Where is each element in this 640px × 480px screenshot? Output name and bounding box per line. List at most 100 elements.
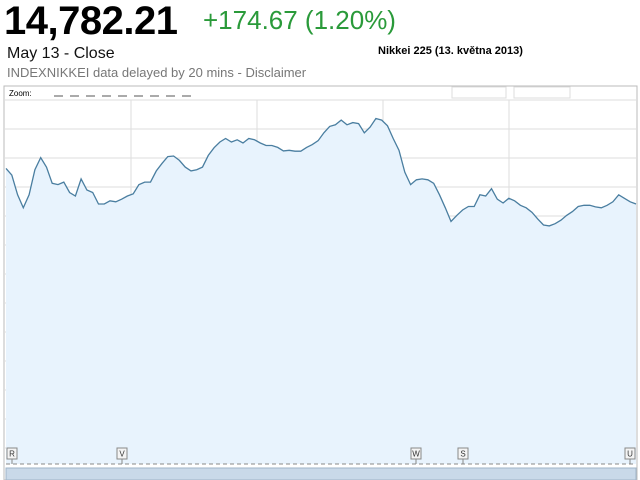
- data-point: [80, 177, 83, 180]
- data-point: [374, 117, 377, 120]
- data-point: [247, 137, 250, 140]
- chart-title: Nikkei 225 (13. května 2013): [378, 45, 523, 57]
- data-point: [559, 219, 562, 222]
- marker-label: V: [119, 450, 125, 459]
- range-scrollbar[interactable]: [5, 467, 637, 480]
- data-point: [496, 198, 499, 201]
- data-point: [305, 146, 308, 149]
- data-point: [184, 166, 187, 169]
- data-point: [51, 182, 54, 185]
- data-point: [22, 206, 25, 209]
- marker-label: S: [460, 450, 465, 459]
- data-point: [357, 122, 360, 125]
- data-point: [270, 144, 273, 147]
- data-point: [126, 195, 129, 198]
- data-point: [132, 192, 135, 195]
- close-label: May 13 - Close: [7, 45, 115, 62]
- data-point: [502, 202, 505, 205]
- data-point: [137, 183, 140, 186]
- data-point: [265, 144, 268, 147]
- data-point: [536, 217, 539, 220]
- data-point: [288, 149, 291, 152]
- data-point: [74, 195, 77, 198]
- data-point: [103, 203, 106, 206]
- data-point: [340, 119, 343, 122]
- price-area: [6, 118, 636, 464]
- data-point: [166, 155, 169, 158]
- data-point: [629, 200, 632, 203]
- data-point: [380, 119, 383, 122]
- data-point: [85, 189, 88, 192]
- data-point: [213, 146, 216, 149]
- data-point: [346, 123, 349, 126]
- zoom-label: Zoom:: [9, 89, 32, 98]
- data-point: [195, 168, 198, 171]
- data-point: [623, 197, 626, 200]
- price-change: +174.67 (1.20%): [203, 5, 396, 35]
- timeline-marker[interactable]: W: [410, 447, 422, 464]
- data-point: [398, 149, 401, 152]
- data-point: [455, 214, 458, 217]
- data-point: [525, 206, 528, 209]
- data-point: [386, 124, 389, 127]
- data-point: [369, 126, 372, 129]
- price-value: 14,782.21: [4, 0, 178, 43]
- data-point: [392, 137, 395, 140]
- data-point: [172, 155, 175, 158]
- data-point: [478, 193, 481, 196]
- data-point: [91, 191, 94, 194]
- data-point: [62, 181, 65, 184]
- data-point: [403, 171, 406, 174]
- data-point: [33, 168, 36, 171]
- data-point: [473, 205, 476, 208]
- data-point: [363, 131, 366, 134]
- data-point: [415, 178, 418, 181]
- data-point: [588, 204, 591, 207]
- data-point: [513, 199, 516, 202]
- price-chart[interactable]: Zoom: R V W S U: [0, 84, 640, 480]
- data-point: [554, 222, 557, 225]
- data-point: [276, 146, 279, 149]
- data-source-note[interactable]: INDEXNIKKEI data delayed by 20 mins - Di…: [7, 65, 307, 80]
- data-point: [594, 205, 597, 208]
- data-point: [571, 210, 574, 213]
- data-point: [39, 156, 42, 159]
- data-point: [259, 142, 262, 145]
- timeline-marker[interactable]: S: [457, 447, 469, 464]
- date-from-field[interactable]: [451, 86, 507, 99]
- data-point: [230, 141, 233, 144]
- data-point: [565, 214, 568, 217]
- data-point: [282, 149, 285, 152]
- timeline-marker[interactable]: R: [6, 447, 18, 464]
- data-point: [490, 187, 493, 190]
- data-point: [409, 183, 412, 186]
- data-point: [317, 139, 320, 142]
- data-point: [548, 224, 551, 227]
- date-to-field[interactable]: [513, 86, 571, 99]
- data-point: [97, 203, 100, 206]
- data-point: [542, 224, 545, 227]
- data-point: [236, 138, 239, 141]
- data-point: [253, 138, 256, 141]
- data-point: [438, 193, 441, 196]
- data-point: [10, 174, 13, 177]
- data-point: [68, 191, 71, 194]
- data-point: [328, 125, 331, 128]
- data-point: [450, 220, 453, 223]
- data-point: [432, 182, 435, 185]
- data-point: [583, 204, 586, 207]
- data-point: [322, 131, 325, 134]
- data-point: [611, 200, 614, 203]
- data-point: [190, 169, 193, 172]
- data-point: [311, 143, 314, 146]
- timeline-marker[interactable]: U: [624, 447, 636, 464]
- data-point: [224, 137, 227, 140]
- data-point: [45, 166, 48, 169]
- data-point: [114, 200, 117, 203]
- data-point: [507, 197, 510, 200]
- data-point: [201, 166, 204, 169]
- timeline-marker[interactable]: V: [116, 447, 128, 464]
- data-point: [161, 162, 164, 165]
- data-point: [484, 195, 487, 198]
- data-point: [294, 150, 297, 153]
